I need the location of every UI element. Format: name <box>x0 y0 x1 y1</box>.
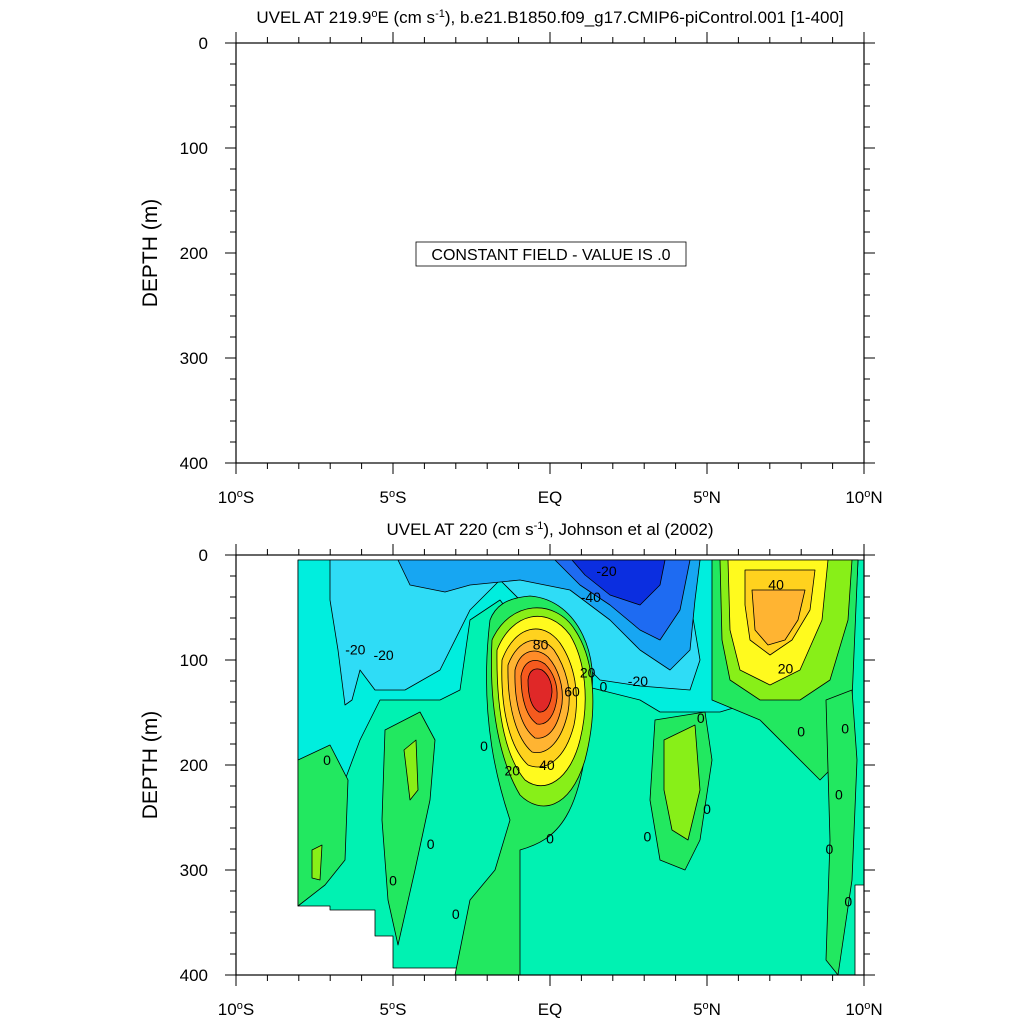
contour-band-pos10 <box>297 744 349 907</box>
top-panel: UVEL AT 219.9oE (cm s-1), b.e21.B1850.f0… <box>139 8 883 507</box>
contour-label: 60 <box>564 684 580 700</box>
contour-label: -20 <box>373 647 393 663</box>
contour-label: 0 <box>844 894 852 910</box>
contour-label: 0 <box>703 801 711 817</box>
contour-label: 80 <box>533 636 549 652</box>
top-y-tick-label: 0 <box>199 34 208 53</box>
contour-label: -40 <box>581 589 601 605</box>
contour-label: 20 <box>580 665 596 681</box>
contour-label: 0 <box>389 873 397 889</box>
bottom-y-tick-label: 0 <box>199 546 208 565</box>
top-x-tick-label: 10oN <box>845 488 882 507</box>
bottom-y-tick-label: 400 <box>180 966 208 985</box>
contour-label: 20 <box>505 762 521 778</box>
contour-label: 0 <box>480 738 488 754</box>
top-x-tick-label: 5oN <box>693 488 721 507</box>
bottom-y-axis-label: DEPTH (m) <box>139 711 162 820</box>
bottom-panel-title: UVEL AT 220 (cm s-1), Johnson et al (200… <box>387 520 714 539</box>
contour-label: -20 <box>345 642 365 658</box>
contour-band-pos80 <box>527 668 553 713</box>
top-y-axis-label: DEPTH (m) <box>139 199 162 308</box>
contour-band-pos20 <box>311 844 323 881</box>
contour-label: 40 <box>768 576 784 592</box>
bottom-panel: UVEL AT 220 (cm s-1), Johnson et al (200… <box>139 520 883 1019</box>
contour-label: 0 <box>452 906 460 922</box>
bottom-ticks <box>225 544 875 986</box>
contour-label: 0 <box>323 752 331 768</box>
contour-label: 0 <box>835 786 843 802</box>
top-y-tick-labels: 0 100 200 300 400 <box>180 34 208 473</box>
top-ticks <box>225 32 875 474</box>
bottom-y-tick-label: 200 <box>180 756 208 775</box>
top-y-tick-label: 300 <box>180 349 208 368</box>
contour-label: 0 <box>599 678 607 694</box>
contour-label: 0 <box>546 831 554 847</box>
bottom-x-tick-label: 5oS <box>380 1000 407 1019</box>
bottom-x-tick-labels: 10oS 5oS EQ 5oN 10oN <box>218 1000 883 1019</box>
top-y-tick-label: 400 <box>180 454 208 473</box>
contour-band-pos20 <box>663 724 701 841</box>
constant-field-note: CONSTANT FIELD - VALUE IS .0 <box>431 247 670 264</box>
contour-band-neg50 <box>571 559 666 606</box>
contour-label: 0 <box>841 720 849 736</box>
bottom-x-tick-label: EQ <box>538 1000 563 1019</box>
contour-band-pos10 <box>381 711 436 946</box>
contour-band-pos50 <box>751 589 806 646</box>
bottom-y-tick-label: 300 <box>180 861 208 880</box>
contour-label: 0 <box>697 710 705 726</box>
bottom-x-tick-label: 10oS <box>218 1000 254 1019</box>
contour-label: 0 <box>797 723 805 739</box>
bottom-y-tick-label: 100 <box>180 651 208 670</box>
top-x-tick-labels: 10oS 5oS EQ 5oN 10oN <box>218 488 883 507</box>
top-y-tick-label: 100 <box>180 139 208 158</box>
contour-plot <box>297 559 865 976</box>
top-x-tick-label: 5oS <box>380 488 407 507</box>
contour-label: 20 <box>778 660 794 676</box>
contour-label: 40 <box>539 757 555 773</box>
top-x-tick-label: EQ <box>538 488 563 507</box>
bottom-x-tick-label: 10oN <box>845 1000 882 1019</box>
top-x-tick-label: 10oS <box>218 488 254 507</box>
contour-label: 0 <box>643 828 651 844</box>
bottom-x-tick-label: 5oN <box>693 1000 721 1019</box>
top-panel-title: UVEL AT 219.9oE (cm s-1), b.e21.B1850.f0… <box>256 8 843 27</box>
contour-label: -20 <box>596 563 616 579</box>
bottom-y-tick-labels: 0 100 200 300 400 <box>180 546 208 985</box>
contour-label: 0 <box>826 841 834 857</box>
contour-band-pos20 <box>403 739 419 801</box>
top-y-tick-label: 200 <box>180 244 208 263</box>
contour-label: -20 <box>628 673 648 689</box>
contour-band-pos10 <box>825 689 858 976</box>
contour-label: 0 <box>427 836 435 852</box>
constant-field-box <box>415 241 687 267</box>
